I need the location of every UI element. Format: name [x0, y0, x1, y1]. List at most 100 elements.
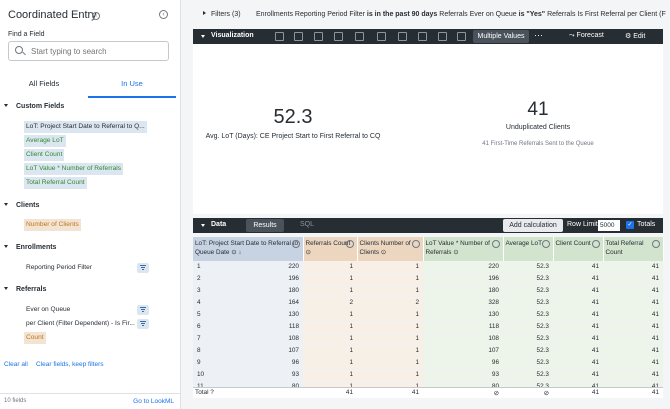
table-cell: 1: [303, 308, 357, 321]
table-cell: 41: [553, 344, 603, 357]
column-header[interactable]: LoT: Project Start Date to Referral to Q…: [193, 237, 304, 261]
results-table: LoT: Project Start Date to Referral to Q…: [193, 237, 664, 393]
scatter-chart-icon[interactable]: [334, 32, 343, 41]
field-referrals-count[interactable]: Count: [24, 332, 46, 344]
column-header[interactable]: Average LoT: [503, 237, 554, 261]
field-lot-dimension[interactable]: LoT: Project Start Date to Referral to Q…: [24, 121, 147, 133]
gear-icon[interactable]: [591, 240, 600, 248]
single-value-icon[interactable]: [457, 32, 466, 41]
field-client-count[interactable]: Client Count: [24, 149, 65, 161]
column-header[interactable]: Client Count: [553, 237, 604, 261]
table-cell: 52.3: [503, 284, 553, 297]
filters-bar[interactable]: Filters (3) Enrollments Reporting Period…: [188, 6, 670, 24]
table-cell: 41: [603, 308, 663, 321]
field-is-first-referral[interactable]: per Client (Filter Dependent) - Is Fir..…: [26, 320, 135, 327]
gear-icon[interactable]: [541, 240, 550, 248]
field-ever-on-queue[interactable]: Ever on Queue: [26, 306, 71, 313]
location-pin-icon[interactable]: [438, 32, 447, 41]
tab-in-use[interactable]: In Use: [88, 77, 176, 98]
table-cell: 52.3: [503, 332, 553, 345]
pie-chart-icon[interactable]: [398, 32, 407, 41]
table-cell: 41: [603, 332, 663, 345]
table-cell: 108: [423, 332, 503, 345]
line-chart-icon[interactable]: [355, 32, 364, 41]
gear-icon[interactable]: [291, 240, 300, 248]
row-limit-input[interactable]: [598, 220, 620, 231]
table-cell: 41: [553, 356, 603, 369]
lot-days-value: 96: [291, 359, 299, 366]
clear-fields-keep-filters-link[interactable]: Clear fields, keep filters: [36, 361, 104, 368]
row-index: 6: [197, 323, 201, 330]
field-number-of-clients[interactable]: Number of Clients: [24, 219, 81, 231]
table-cell: 52.3: [503, 368, 553, 381]
table-cell: 52.3: [503, 344, 553, 357]
go-to-lookml-link[interactable]: Go to LookML: [133, 398, 174, 405]
table-cell: 52.3: [503, 356, 553, 369]
table-cell: 1: [303, 344, 357, 357]
bar-chart-icon[interactable]: [314, 32, 323, 41]
table-cell: 3 180: [193, 284, 303, 297]
caret-down-icon: [4, 287, 8, 290]
more-viz-icon[interactable]: ···: [534, 30, 543, 40]
field-average-lot[interactable]: Average LoT: [24, 135, 66, 147]
table-cell: 1: [357, 344, 423, 357]
gear-icon[interactable]: [345, 240, 354, 248]
field-lot-value[interactable]: LoT Value * Number of Referrals: [24, 163, 124, 175]
add-calculation-button[interactable]: Add calculation: [503, 219, 563, 232]
clear-all-link[interactable]: Clear all: [4, 361, 28, 368]
column-header-label: LoT Value * Number of Referrals ⊙: [425, 240, 490, 256]
column-header[interactable]: Clients Number of Clients ⊙: [357, 237, 424, 261]
table-row: 4 164 2 2 328 52.3 41 41: [193, 296, 663, 309]
row-index: 2: [197, 275, 201, 282]
gear-icon[interactable]: [411, 240, 420, 248]
filter-icon[interactable]: [137, 305, 149, 315]
caret-down-icon: [201, 224, 205, 227]
field-search-box[interactable]: [8, 41, 169, 61]
data-label[interactable]: Data: [211, 221, 227, 228]
total-value: 41: [411, 389, 419, 396]
column-header[interactable]: LoT Value * Number of Referrals ⊙: [423, 237, 504, 261]
field-search-input[interactable]: [31, 44, 165, 58]
row-index: 5: [197, 311, 201, 318]
table-cell: 220: [423, 261, 503, 273]
column-chart-icon[interactable]: [294, 32, 303, 41]
field-reporting-period-filter[interactable]: Reporting Period Filter: [26, 264, 92, 271]
gear-icon[interactable]: [491, 240, 500, 248]
area-chart-icon[interactable]: [377, 32, 386, 41]
lot-days-value: 164: [288, 299, 299, 306]
table-row: 9 96 1 1 96 52.3 41 41: [193, 356, 663, 369]
column-header-label: Referrals Count ⊙: [305, 240, 351, 256]
map-icon[interactable]: [418, 32, 427, 41]
totals-checkbox[interactable]: ✓: [626, 221, 634, 229]
table-cell: 1: [357, 308, 423, 321]
table-row: 10 93 1 1 93 52.3 41 41: [193, 368, 663, 381]
table-viz-icon[interactable]: [275, 32, 284, 41]
visualization-label[interactable]: Visualization: [211, 32, 254, 39]
field-total-referral-count[interactable]: Total Referral Count: [24, 177, 87, 189]
table-cell: 41: [603, 320, 663, 333]
column-header[interactable]: Total Referral Count: [603, 237, 664, 261]
table-row: 8 107 1 1 107 52.3 41 41: [193, 344, 663, 357]
table-row: 5 130 1 1 130 52.3 41 41: [193, 308, 663, 321]
unduplicated-clients-value: 41: [527, 99, 549, 120]
tab-all-fields[interactable]: All Fields: [28, 79, 60, 88]
table-cell: 8 107: [193, 344, 303, 357]
table-cell: 1: [357, 284, 423, 297]
column-header[interactable]: Referrals Count ⊙: [303, 237, 358, 261]
edit-button[interactable]: ⚙ Edit: [625, 33, 646, 40]
info-icon[interactable]: i: [92, 12, 100, 20]
filter-icon[interactable]: [137, 263, 149, 273]
lot-days-value: 108: [288, 335, 299, 342]
gear-icon[interactable]: [651, 240, 660, 248]
results-tab[interactable]: Results: [246, 219, 284, 232]
table-cell: 41: [603, 356, 663, 369]
multiple-values-button[interactable]: Multiple Values: [473, 30, 529, 43]
total-value: 41: [345, 389, 353, 396]
table-cell: 41: [603, 368, 663, 381]
filter-icon[interactable]: [137, 319, 149, 329]
forecast-button[interactable]: ⤳ Forecast: [569, 32, 604, 39]
sql-tab[interactable]: SQL: [300, 221, 315, 228]
table-cell: 41: [553, 320, 603, 333]
table-row: 3 180 1 1 180 52.3 41 41: [193, 284, 663, 297]
collapse-sidebar-icon[interactable]: ‹: [159, 10, 168, 19]
